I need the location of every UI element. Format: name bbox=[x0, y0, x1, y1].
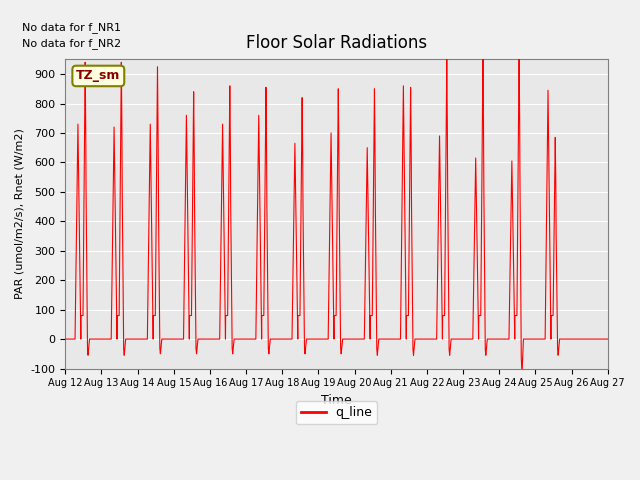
Text: No data for f_NR2: No data for f_NR2 bbox=[22, 38, 121, 48]
Y-axis label: PAR (umol/m2/s), Rnet (W/m2): PAR (umol/m2/s), Rnet (W/m2) bbox=[15, 129, 25, 300]
Text: No data for f_NR1: No data for f_NR1 bbox=[22, 22, 121, 33]
Legend: q_line: q_line bbox=[296, 401, 378, 424]
Title: Floor Solar Radiations: Floor Solar Radiations bbox=[246, 34, 427, 52]
Text: TZ_sm: TZ_sm bbox=[76, 70, 120, 83]
X-axis label: Time: Time bbox=[321, 394, 352, 407]
